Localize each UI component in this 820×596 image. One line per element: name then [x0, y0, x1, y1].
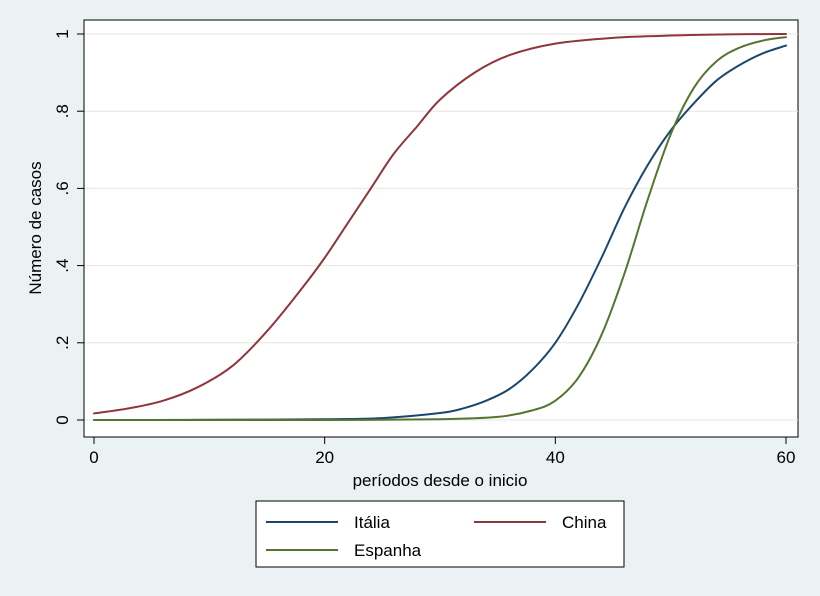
- legend-label: Itália: [354, 513, 390, 532]
- x-tick-label: 0: [89, 448, 98, 467]
- y-axis-title: Número de casos: [26, 161, 45, 294]
- series-lines: [93, 33, 787, 422]
- legend-label: Espanha: [354, 541, 422, 560]
- axes: [83, 20, 798, 438]
- legend-item-espanha: Espanha: [266, 541, 422, 560]
- legend-item-china: China: [474, 513, 607, 532]
- series-line-espanha: [93, 36, 787, 422]
- legend: Itália China Espanha: [255, 500, 625, 568]
- y-tick-label: .8: [53, 104, 72, 118]
- x-tick-label: 60: [777, 448, 796, 467]
- plot-area: [83, 19, 799, 438]
- y-tick-label: .4: [53, 259, 72, 273]
- x-tick-label: 40: [546, 448, 565, 467]
- y-tick-label: .6: [53, 181, 72, 195]
- legend-item-italia: Itália: [266, 513, 390, 532]
- legend-box: [255, 500, 625, 568]
- y-tick-label: .2: [53, 336, 72, 350]
- x-axis-title: períodos desde o inicio: [353, 471, 528, 490]
- x-ticks: 0 20 40 60: [89, 437, 795, 467]
- series-line-china: [93, 33, 787, 415]
- y-tick-label: 0: [53, 415, 72, 424]
- legend-label: China: [562, 513, 607, 532]
- x-tick-label: 20: [315, 448, 334, 467]
- y-tick-label: 1: [53, 29, 72, 38]
- y-ticks: 0 .2 .4 .6 .8 1: [53, 29, 84, 425]
- gridlines: [84, 33, 798, 421]
